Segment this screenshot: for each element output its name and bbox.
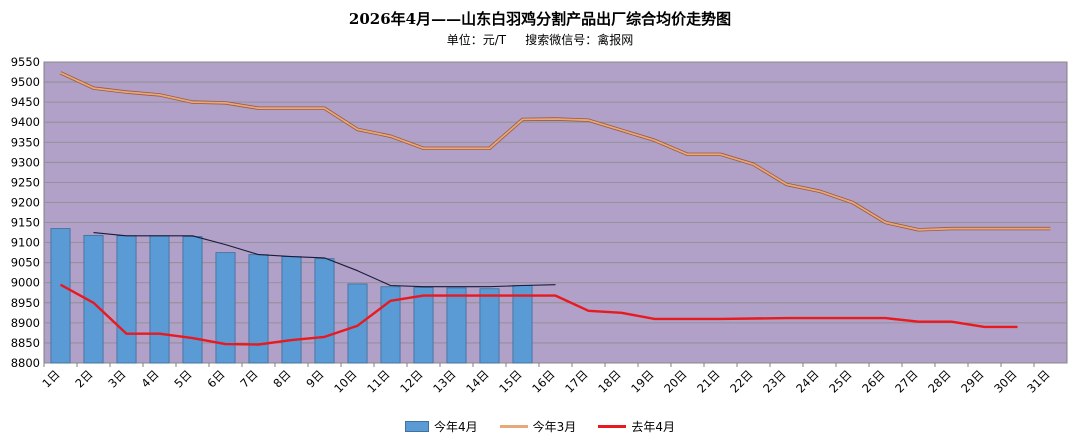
- x-tick-label: 23日: [760, 367, 788, 395]
- x-tick-label: 24日: [793, 367, 821, 395]
- x-tick-label: 16日: [529, 367, 557, 395]
- bar: [50, 228, 71, 364]
- x-tick-label: 10日: [331, 367, 359, 395]
- x-axis: 1日 2日 3日 4日 5日 6日 7日 8日 9日 10日 11日 12日 13日 14日 15日 16日 1…: [39, 363, 1053, 396]
- x-tick-label: 3日: [105, 367, 128, 390]
- y-tick-label: 8850: [11, 336, 40, 350]
- x-tick-label: 22日: [727, 367, 755, 395]
- x-tick-label: 21日: [694, 367, 722, 395]
- bar: [446, 287, 467, 364]
- bar: [182, 236, 203, 364]
- x-tick-label: 2日: [72, 367, 95, 390]
- y-tick-label: 9550: [11, 55, 40, 69]
- legend-swatch-bar: [405, 421, 430, 432]
- legend-label: 今年3月: [532, 420, 577, 434]
- x-tick-label: 9日: [303, 367, 326, 390]
- x-tick-label: 27日: [892, 367, 920, 395]
- bar: [281, 256, 302, 364]
- x-tick-label: 30日: [991, 367, 1019, 395]
- bar: [512, 285, 533, 364]
- y-tick-label: 9450: [11, 95, 40, 109]
- y-tick-label: 8900: [11, 316, 40, 330]
- x-tick-label: 28日: [925, 367, 953, 395]
- x-tick-label: 29日: [958, 367, 986, 395]
- x-tick-label: 4日: [138, 367, 161, 390]
- x-tick-label: 12日: [397, 367, 425, 395]
- x-tick-label: 26日: [859, 367, 887, 395]
- chart-subtitle: 单位：元/T 搜索微信号：禽报网: [446, 33, 634, 47]
- x-tick-label: 14日: [463, 367, 491, 395]
- x-tick-label: 31日: [1024, 367, 1052, 395]
- bar: [215, 252, 236, 364]
- y-tick-label: 9200: [11, 195, 40, 209]
- bars-series: [50, 228, 533, 364]
- bar: [314, 258, 335, 364]
- legend-label: 去年4月: [631, 420, 675, 434]
- y-tick-label: 9250: [11, 175, 40, 189]
- bar: [149, 235, 170, 364]
- trendline-this-april: [93, 232, 556, 288]
- legend-item-this-april: 今年4月: [405, 418, 478, 435]
- y-tick-label: 8950: [11, 296, 40, 310]
- x-tick-label: 18日: [595, 367, 623, 395]
- x-tick-label: 13日: [430, 367, 458, 395]
- x-tick-label: 1日: [39, 367, 62, 390]
- price-trend-chart: 8800 8850 8900 8950 9000 9050 9100 9150 9200 9250…: [11, 55, 1068, 396]
- legend: 今年4月 今年3月 去年4月: [0, 418, 1080, 435]
- y-tick-label: 9300: [11, 155, 40, 169]
- bar: [116, 235, 137, 364]
- bar: [248, 254, 269, 364]
- legend-label: 今年4月: [434, 420, 478, 434]
- x-tick-label: 19日: [628, 367, 656, 395]
- legend-item-last-april: 去年4月: [598, 418, 675, 435]
- series-line-last-april: [59, 283, 1018, 346]
- gridlines: [44, 61, 1067, 364]
- y-tick-label: 9400: [11, 115, 40, 129]
- bar: [380, 286, 401, 364]
- y-tick-label: 9050: [11, 256, 40, 270]
- legend-item-this-march: 今年3月: [499, 418, 577, 435]
- bar: [347, 283, 368, 364]
- bar: [413, 287, 434, 364]
- y-tick-label: 9350: [11, 135, 40, 149]
- bar: [83, 234, 104, 364]
- x-tick-label: 8日: [270, 367, 293, 390]
- line-series: [59, 71, 1051, 346]
- x-tick-label: 11日: [364, 367, 392, 395]
- y-tick-label: 8800: [11, 356, 40, 370]
- x-tick-label: 5日: [171, 367, 194, 390]
- legend-swatch-line: [598, 425, 627, 428]
- x-tick-label: 6日: [204, 367, 227, 390]
- x-tick-label: 17日: [562, 367, 590, 395]
- y-tick-label: 9150: [11, 216, 40, 230]
- x-tick-label: 15日: [496, 367, 524, 395]
- y-tick-label: 9000: [11, 276, 40, 290]
- y-tick-label: 9500: [11, 75, 40, 89]
- y-tick-label: 9100: [11, 236, 40, 250]
- bar: [479, 288, 500, 364]
- x-tick-label: 25日: [826, 367, 854, 395]
- y-axis: 8800 8850 8900 8950 9000 9050 9100 9150 9200 9250…: [11, 55, 40, 370]
- chart-title: 2026年4月——山东白羽鸡分割产品出厂综合均价走势图: [348, 10, 732, 28]
- legend-swatch-line: [499, 425, 528, 428]
- plot-area: [43, 61, 1068, 364]
- x-tick-label: 20日: [661, 367, 689, 395]
- series-line-this-march: [60, 71, 1051, 231]
- x-tick-label: 7日: [237, 367, 260, 390]
